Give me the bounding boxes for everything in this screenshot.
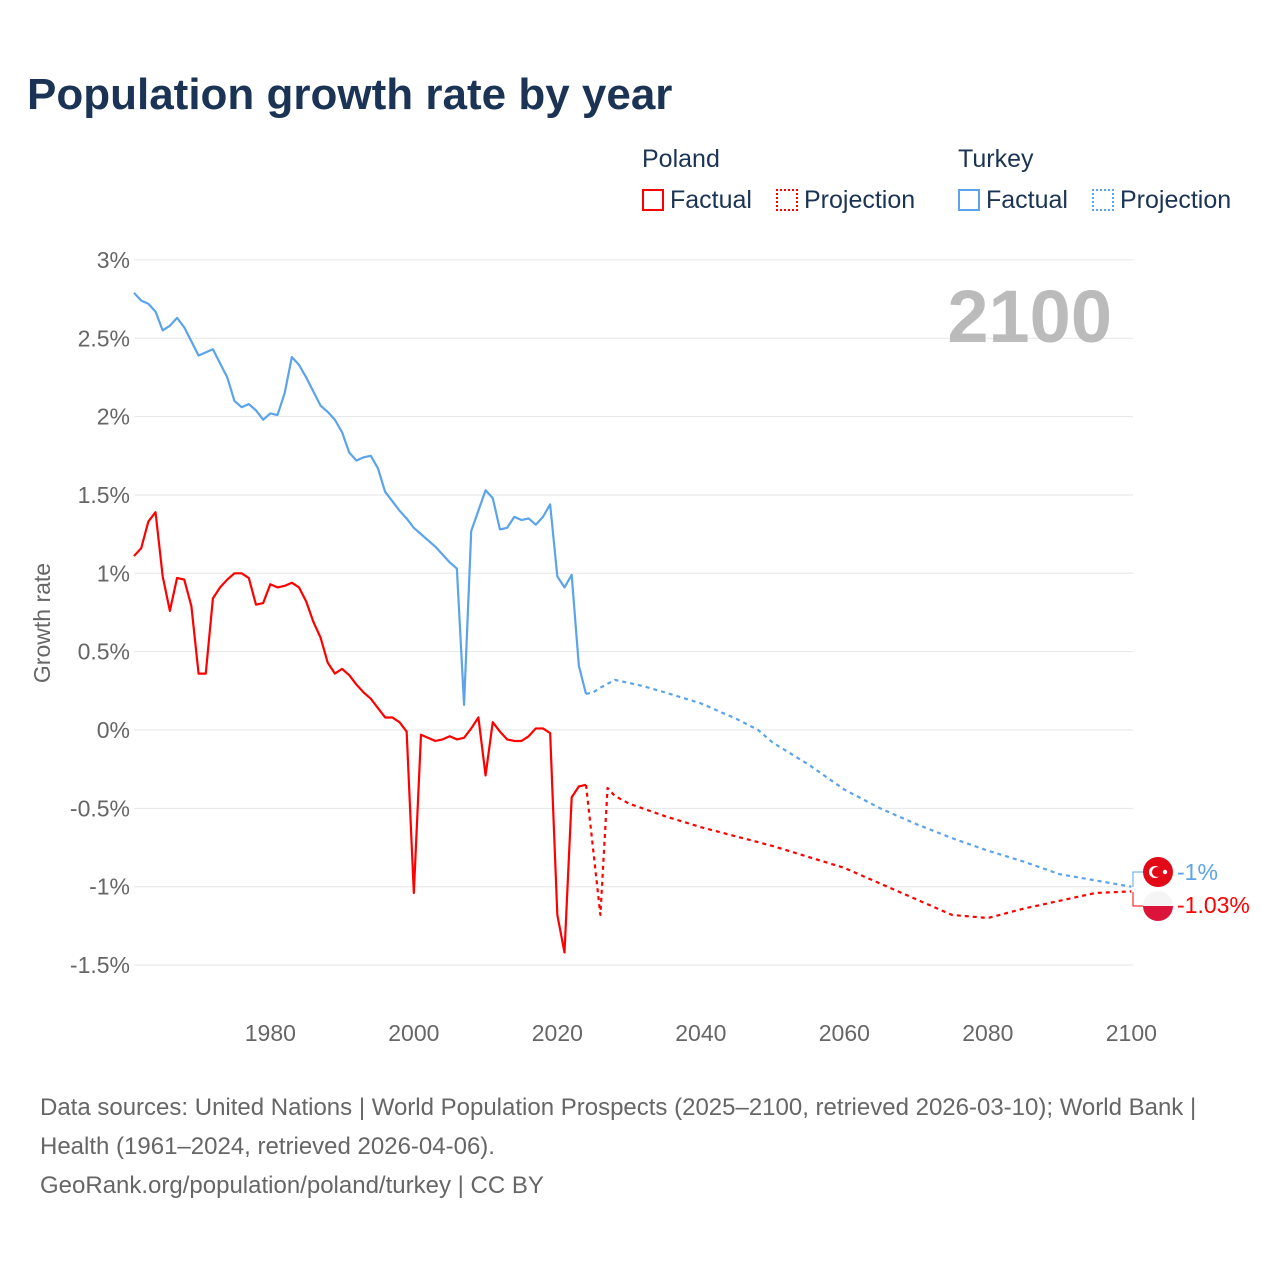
y-tick-label: 0%	[97, 717, 130, 743]
year-label: 2100	[947, 275, 1112, 358]
y-tick-label: 2%	[97, 404, 130, 430]
x-tick-label: 2100	[1106, 1020, 1157, 1046]
swatch-dotted-icon	[1092, 189, 1114, 211]
x-tick-label: 2020	[532, 1020, 583, 1046]
series-line-turkey-projection	[585, 678, 1132, 888]
y-tick-label: -1.5%	[70, 952, 130, 978]
y-axis-label: Growth rate	[29, 563, 55, 683]
poland-flag-icon-top	[1143, 891, 1173, 906]
series-line-poland-projection	[584, 784, 1132, 920]
footer-sources: Data sources: United Nations | World Pop…	[40, 1094, 1197, 1160]
y-tick-label: 2.5%	[78, 325, 130, 351]
plot-area: 2100 Growth rate 3% 2.5% 2% 1.5% 1% 0.5% 0% -0.…	[29, 247, 1250, 1046]
end-label-turkey: -1%	[1177, 859, 1218, 885]
legend-poland-projection[interactable]: Projection	[776, 186, 915, 215]
y-tick-label: -1%	[89, 874, 130, 900]
y-tick-label: 3%	[97, 247, 130, 273]
legend-turkey-factual[interactable]: Factual	[958, 186, 1068, 215]
turkey-flag-crescent-inner	[1152, 867, 1162, 877]
series-line-poland-factual	[133, 511, 587, 954]
poland-flag-icon-bottom	[1143, 906, 1173, 921]
y-tick-label: 1%	[97, 560, 130, 586]
y-tick-label: -0.5%	[70, 795, 130, 821]
end-markers: -1% -1.03%	[1132, 857, 1250, 921]
legend-label: Factual	[986, 186, 1068, 214]
legend-turkey-projection[interactable]: Projection	[1092, 186, 1231, 215]
swatch-solid-icon	[958, 189, 980, 211]
legend-label: Factual	[670, 186, 752, 214]
footer: Data sources: United Nations | World Pop…	[40, 1088, 1240, 1205]
legend-turkey-title: Turkey	[958, 145, 1034, 173]
legend-poland-title: Poland	[642, 145, 720, 173]
y-tick-label: 0.5%	[78, 639, 130, 665]
x-tick-label: 2040	[675, 1020, 726, 1046]
legend-label: Projection	[1120, 186, 1232, 214]
connector-line	[1132, 871, 1143, 887]
end-label-poland: -1.03%	[1177, 892, 1250, 918]
swatch-dotted-icon	[776, 189, 798, 211]
x-tick-label: 2000	[388, 1020, 439, 1046]
x-tick-label: 1980	[245, 1020, 296, 1046]
swatch-solid-icon	[642, 189, 664, 211]
x-tick-label: 2080	[962, 1020, 1013, 1046]
turkey-flag-star	[1162, 869, 1168, 875]
footer-link[interactable]: GeoRank.org/population/poland/turkey | C…	[40, 1172, 544, 1199]
legend-label: Projection	[804, 186, 916, 214]
connector-line	[1132, 892, 1143, 907]
legend-poland-factual[interactable]: Factual	[642, 186, 752, 215]
x-tick-label: 2060	[819, 1020, 870, 1046]
page-title: Population growth rate by year	[27, 70, 673, 119]
series-line-turkey-factual	[133, 292, 588, 707]
y-tick-label: 1.5%	[78, 482, 130, 508]
